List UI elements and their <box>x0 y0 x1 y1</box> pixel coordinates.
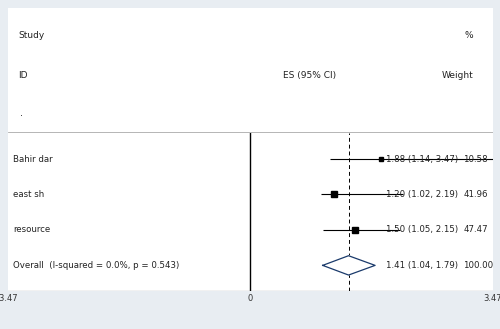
Text: -3.47: -3.47 <box>0 294 18 303</box>
Text: .: . <box>20 108 22 118</box>
Text: 41.96: 41.96 <box>463 190 487 199</box>
Text: 1.88 (1.14, 3.47): 1.88 (1.14, 3.47) <box>386 155 458 164</box>
Text: resource: resource <box>13 225 51 235</box>
Text: 47.47: 47.47 <box>463 225 488 235</box>
Text: Weight: Weight <box>442 71 473 80</box>
Text: 3.47: 3.47 <box>483 294 500 303</box>
Text: %: % <box>464 31 473 40</box>
Text: Study: Study <box>18 31 44 40</box>
Text: 1.20 (1.02, 2.19): 1.20 (1.02, 2.19) <box>386 190 458 199</box>
Text: ES (95% CI): ES (95% CI) <box>282 71 336 80</box>
Text: Overall  (I-squared = 0.0%, p = 0.543): Overall (I-squared = 0.0%, p = 0.543) <box>13 261 179 270</box>
Text: Bahir dar: Bahir dar <box>13 155 52 164</box>
Text: 10.58: 10.58 <box>463 155 488 164</box>
Text: 100.00: 100.00 <box>463 261 494 270</box>
Text: east sh: east sh <box>13 190 44 199</box>
Text: 0: 0 <box>248 294 252 303</box>
Text: 1.50 (1.05, 2.15): 1.50 (1.05, 2.15) <box>386 225 458 235</box>
Text: 1.41 (1.04, 1.79): 1.41 (1.04, 1.79) <box>386 261 458 270</box>
Polygon shape <box>322 256 375 275</box>
Text: ID: ID <box>18 71 28 80</box>
